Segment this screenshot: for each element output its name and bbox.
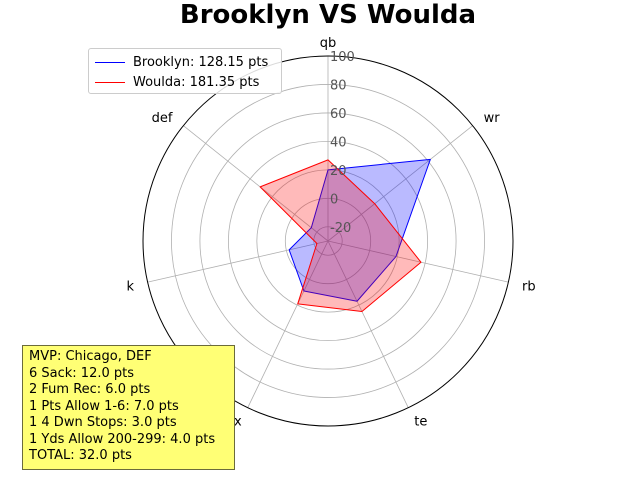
radar-series bbox=[259, 158, 431, 313]
radial-tick-label: 40 bbox=[330, 135, 347, 150]
chart-legend: Brooklyn: 128.15 pts Woulda: 181.35 pts bbox=[88, 48, 282, 94]
mvp-total: TOTAL: 32.0 pts bbox=[29, 448, 132, 463]
outer-frame bbox=[142, 55, 514, 427]
mvp-stat-line: 6 Sack: 12.0 pts bbox=[29, 365, 135, 381]
legend-label-brooklyn: Brooklyn: 128.15 pts bbox=[133, 54, 269, 70]
legend-item-woulda: Woulda: 181.35 pts bbox=[95, 72, 275, 92]
grid-spoke bbox=[327, 125, 473, 242]
mvp-stat-line: 1 Yds Allow 200-299: 4.0 pts bbox=[29, 431, 216, 447]
radar-grid bbox=[142, 55, 514, 427]
axis-label-rb: rb bbox=[522, 279, 536, 294]
mvp-title: MVP: Chicago, DEF bbox=[29, 349, 152, 364]
mvp-stat-line: 2 Fum Rec: 6.0 pts bbox=[29, 382, 151, 397]
axis-label-qb: qb bbox=[320, 36, 337, 51]
radial-tick-label: 0 bbox=[330, 192, 338, 207]
grid-spoke bbox=[327, 240, 409, 408]
radial-tick-label: 100 bbox=[330, 50, 355, 65]
mvp-stat-line: 1 4 Dwn Stops: 3.0 pts bbox=[29, 415, 177, 430]
series-area-1 bbox=[259, 159, 422, 313]
mvp-summary-box: MVP: Chicago, DEF 6 Sack: 12.0 pts 2 Fum… bbox=[22, 345, 235, 470]
chart-title: Brooklyn VS Woulda bbox=[180, 0, 476, 30]
grid-spoke bbox=[147, 240, 329, 283]
radial-tick-label: 20 bbox=[330, 164, 347, 179]
legend-item-brooklyn: Brooklyn: 128.15 pts bbox=[95, 52, 275, 72]
grid-spoke bbox=[327, 240, 509, 283]
axis-label-te: te bbox=[414, 414, 427, 429]
legend-swatch-woulda bbox=[95, 81, 125, 83]
axis-label-wr: wr bbox=[484, 111, 501, 126]
radial-tick-label: -20 bbox=[330, 221, 351, 236]
radial-tick-label: 60 bbox=[330, 107, 347, 122]
series-area-0 bbox=[288, 158, 431, 302]
radial-tick-label: 80 bbox=[330, 78, 347, 93]
grid-spoke bbox=[183, 125, 329, 242]
legend-label-woulda: Woulda: 181.35 pts bbox=[133, 74, 260, 90]
legend-swatch-brooklyn bbox=[95, 61, 125, 63]
grid-spoke bbox=[247, 240, 329, 408]
axis-label-def: def bbox=[152, 111, 173, 126]
mvp-stat-line: 1 Pts Allow 1-6: 7.0 pts bbox=[29, 398, 179, 414]
axis-label-k: k bbox=[126, 279, 134, 294]
